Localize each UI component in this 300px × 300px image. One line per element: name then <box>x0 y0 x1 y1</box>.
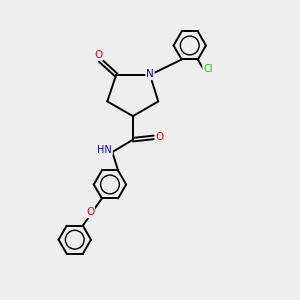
Text: O: O <box>155 132 164 142</box>
Text: HN: HN <box>97 145 112 155</box>
Text: Cl: Cl <box>203 64 213 74</box>
Text: O: O <box>94 50 103 60</box>
Text: O: O <box>86 207 94 217</box>
Text: N: N <box>146 69 154 79</box>
